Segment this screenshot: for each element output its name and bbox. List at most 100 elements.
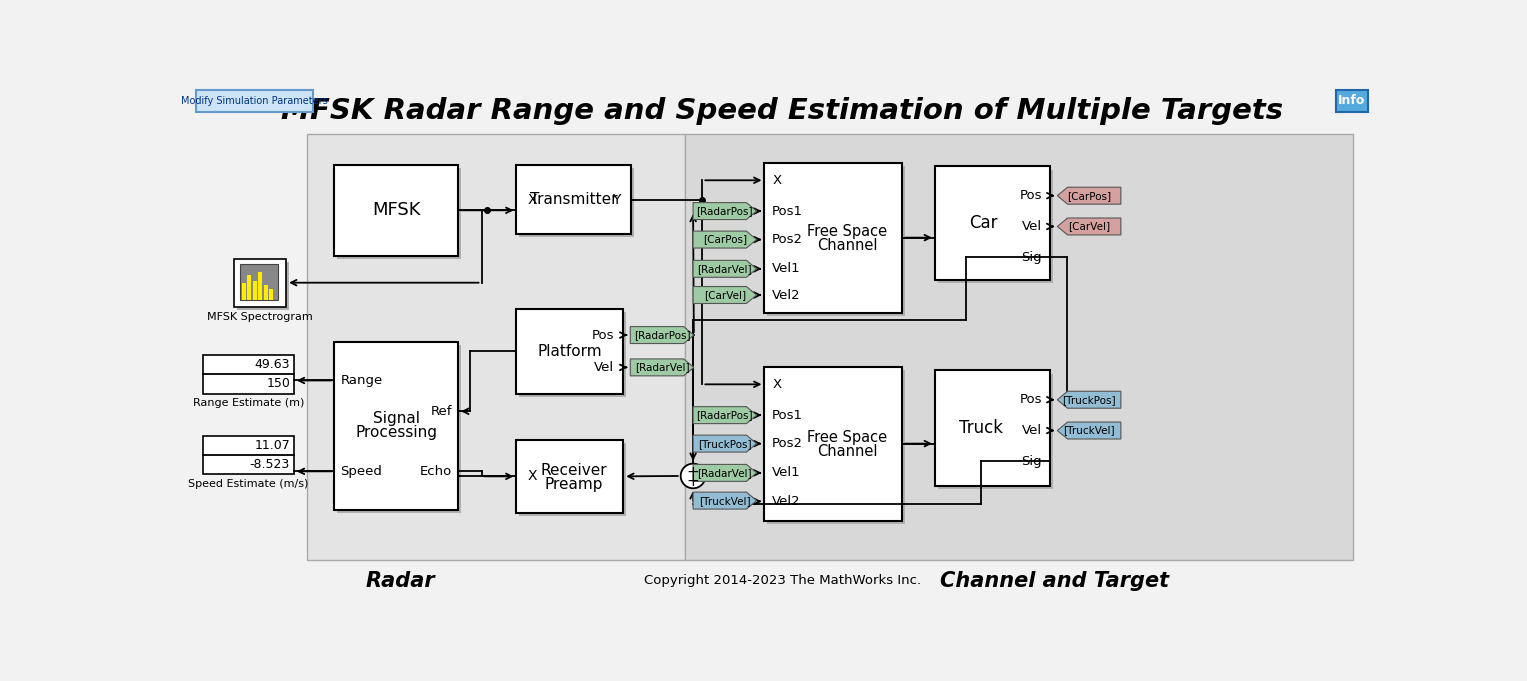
Bar bbox=[307, 134, 686, 560]
Text: Range: Range bbox=[341, 374, 383, 387]
Text: Vel1: Vel1 bbox=[773, 262, 800, 275]
Bar bbox=[234, 259, 286, 306]
Bar bbox=[334, 342, 458, 510]
Text: Truck: Truck bbox=[959, 419, 1003, 437]
Text: Ref: Ref bbox=[431, 405, 452, 417]
Polygon shape bbox=[1057, 187, 1121, 204]
Text: [RadarVel]: [RadarVel] bbox=[698, 264, 753, 274]
Text: Vel: Vel bbox=[1022, 220, 1041, 233]
Text: [RadarPos]: [RadarPos] bbox=[634, 330, 690, 340]
Text: Pos: Pos bbox=[591, 328, 614, 342]
Text: Transmitter: Transmitter bbox=[530, 192, 617, 207]
Bar bbox=[337, 345, 461, 513]
Text: 11.07: 11.07 bbox=[255, 439, 290, 452]
Text: Pos: Pos bbox=[1020, 393, 1041, 407]
Text: 150: 150 bbox=[266, 377, 290, 390]
Text: Vel: Vel bbox=[594, 361, 614, 374]
Polygon shape bbox=[693, 231, 756, 248]
Bar bbox=[203, 355, 295, 394]
Text: Speed Estimate (m/s): Speed Estimate (m/s) bbox=[188, 479, 308, 489]
Bar bbox=[337, 168, 461, 259]
Polygon shape bbox=[693, 435, 756, 452]
Bar bbox=[938, 374, 1052, 489]
Bar bbox=[686, 134, 1353, 560]
Circle shape bbox=[681, 464, 705, 488]
Text: [RadarPos]: [RadarPos] bbox=[696, 206, 753, 216]
Text: Vel2: Vel2 bbox=[773, 495, 800, 508]
FancyBboxPatch shape bbox=[1336, 90, 1368, 112]
Bar bbox=[935, 166, 1049, 281]
Polygon shape bbox=[693, 464, 756, 481]
Bar bbox=[938, 170, 1052, 283]
Text: Free Space: Free Space bbox=[808, 224, 887, 239]
Bar bbox=[334, 165, 458, 256]
Bar bbox=[519, 168, 634, 237]
Text: [RadarVel]: [RadarVel] bbox=[635, 362, 689, 373]
Text: X: X bbox=[773, 174, 782, 187]
Bar bbox=[237, 262, 289, 310]
Bar bbox=[241, 283, 246, 300]
Text: +: + bbox=[687, 474, 699, 489]
Polygon shape bbox=[693, 407, 756, 424]
Text: [TruckVel]: [TruckVel] bbox=[699, 496, 751, 505]
Bar bbox=[264, 285, 267, 300]
Text: Platform: Platform bbox=[538, 344, 602, 359]
FancyBboxPatch shape bbox=[197, 90, 313, 112]
Text: Pos1: Pos1 bbox=[773, 409, 803, 422]
Bar bbox=[258, 272, 263, 300]
Text: Range Estimate (m): Range Estimate (m) bbox=[192, 398, 304, 408]
Polygon shape bbox=[693, 260, 756, 277]
Text: Car: Car bbox=[968, 215, 997, 232]
Text: Speed: Speed bbox=[341, 465, 382, 478]
Text: Receiver: Receiver bbox=[541, 462, 608, 477]
Text: Vel: Vel bbox=[1022, 424, 1041, 437]
Text: Sig: Sig bbox=[1022, 251, 1041, 264]
Bar bbox=[253, 281, 257, 300]
Text: MFSK: MFSK bbox=[373, 202, 420, 219]
Bar bbox=[519, 312, 626, 396]
Bar bbox=[247, 275, 252, 300]
Bar bbox=[519, 443, 626, 516]
Text: Vel2: Vel2 bbox=[773, 289, 800, 302]
Text: Channel: Channel bbox=[817, 444, 878, 459]
Bar bbox=[240, 264, 278, 300]
Text: Radar: Radar bbox=[365, 571, 435, 590]
Text: Y: Y bbox=[612, 193, 620, 206]
Text: Preamp: Preamp bbox=[545, 477, 603, 492]
Bar bbox=[269, 289, 273, 300]
Text: Modify Simulation Parameters: Modify Simulation Parameters bbox=[182, 96, 328, 106]
Text: +: + bbox=[687, 464, 699, 479]
Polygon shape bbox=[631, 359, 693, 376]
Text: Channel and Target: Channel and Target bbox=[941, 571, 1170, 590]
Bar bbox=[203, 436, 295, 475]
Bar bbox=[765, 163, 902, 313]
Polygon shape bbox=[1057, 422, 1121, 439]
Text: Channel: Channel bbox=[817, 238, 878, 253]
Text: [TruckVel]: [TruckVel] bbox=[1063, 426, 1115, 436]
Bar bbox=[768, 370, 906, 524]
Polygon shape bbox=[693, 287, 756, 304]
Text: Copyright 2014-2023 The MathWorks Inc.: Copyright 2014-2023 The MathWorks Inc. bbox=[644, 574, 921, 587]
Text: MFSK Radar Range and Speed Estimation of Multiple Targets: MFSK Radar Range and Speed Estimation of… bbox=[281, 97, 1283, 125]
Text: Pos2: Pos2 bbox=[773, 437, 803, 450]
Text: [CarPos]: [CarPos] bbox=[702, 234, 747, 244]
Bar bbox=[768, 165, 906, 316]
Polygon shape bbox=[693, 203, 756, 219]
Polygon shape bbox=[1057, 392, 1121, 408]
Text: [RadarPos]: [RadarPos] bbox=[696, 410, 753, 420]
Text: 49.63: 49.63 bbox=[255, 358, 290, 371]
Text: [CarVel]: [CarVel] bbox=[704, 290, 745, 300]
Text: Echo: Echo bbox=[420, 465, 452, 478]
Text: [CarPos]: [CarPos] bbox=[1067, 191, 1112, 201]
Text: Sig: Sig bbox=[1022, 455, 1041, 468]
Text: Processing: Processing bbox=[356, 424, 437, 439]
Text: Info: Info bbox=[1338, 95, 1365, 108]
Text: Free Space: Free Space bbox=[808, 430, 887, 445]
Bar bbox=[765, 366, 902, 520]
Text: [RadarVel]: [RadarVel] bbox=[698, 468, 753, 478]
Text: [TruckPos]: [TruckPos] bbox=[698, 439, 751, 449]
Text: Pos2: Pos2 bbox=[773, 233, 803, 246]
Text: Pos1: Pos1 bbox=[773, 204, 803, 218]
Text: X: X bbox=[773, 378, 782, 391]
Text: Signal: Signal bbox=[373, 411, 420, 426]
